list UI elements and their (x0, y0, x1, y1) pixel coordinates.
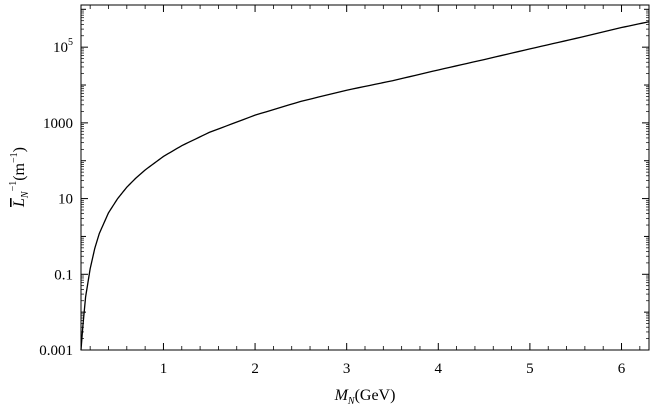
y-tick-label: 1000 (43, 116, 73, 132)
y-axis-label: LN−1(m−1) (8, 147, 31, 208)
x-tick-label: 3 (343, 361, 351, 377)
plot-frame (80, 4, 650, 351)
x-tick-label: 5 (526, 361, 534, 377)
y-tick-label: 0.1 (54, 267, 73, 283)
x-tick-label: 2 (251, 361, 259, 377)
y-axis-label-main: L (11, 198, 28, 208)
data-line (80, 21, 650, 351)
x-tick-label: 6 (618, 361, 626, 377)
y-axis-label-unit-open: (m (11, 162, 28, 180)
x-axis-label-sub: N (347, 396, 356, 407)
y-axis-label-unit-close: ) (11, 147, 28, 152)
axis-ticks (81, 5, 649, 351)
y-tick-label: 10 (58, 192, 73, 208)
x-tick-label: 4 (435, 361, 443, 377)
y-tick-label: 0.001 (39, 343, 73, 359)
y-axis-label-sub: N (20, 190, 31, 199)
x-axis-label-main: M (334, 387, 350, 404)
y-tick-label: 105 (53, 37, 73, 56)
axis-tick-labels: 1 2 3 4 5 6 0.001 0.1 10 1000 105 (39, 37, 626, 377)
x-tick-label: 1 (160, 361, 168, 377)
x-axis-label-suffix: (GeV) (355, 387, 396, 404)
y-axis-label-sup: −1 (8, 181, 19, 192)
x-axis-label: MN(GeV) (334, 387, 396, 407)
y-axis-label-unit-sup: −1 (9, 152, 20, 163)
